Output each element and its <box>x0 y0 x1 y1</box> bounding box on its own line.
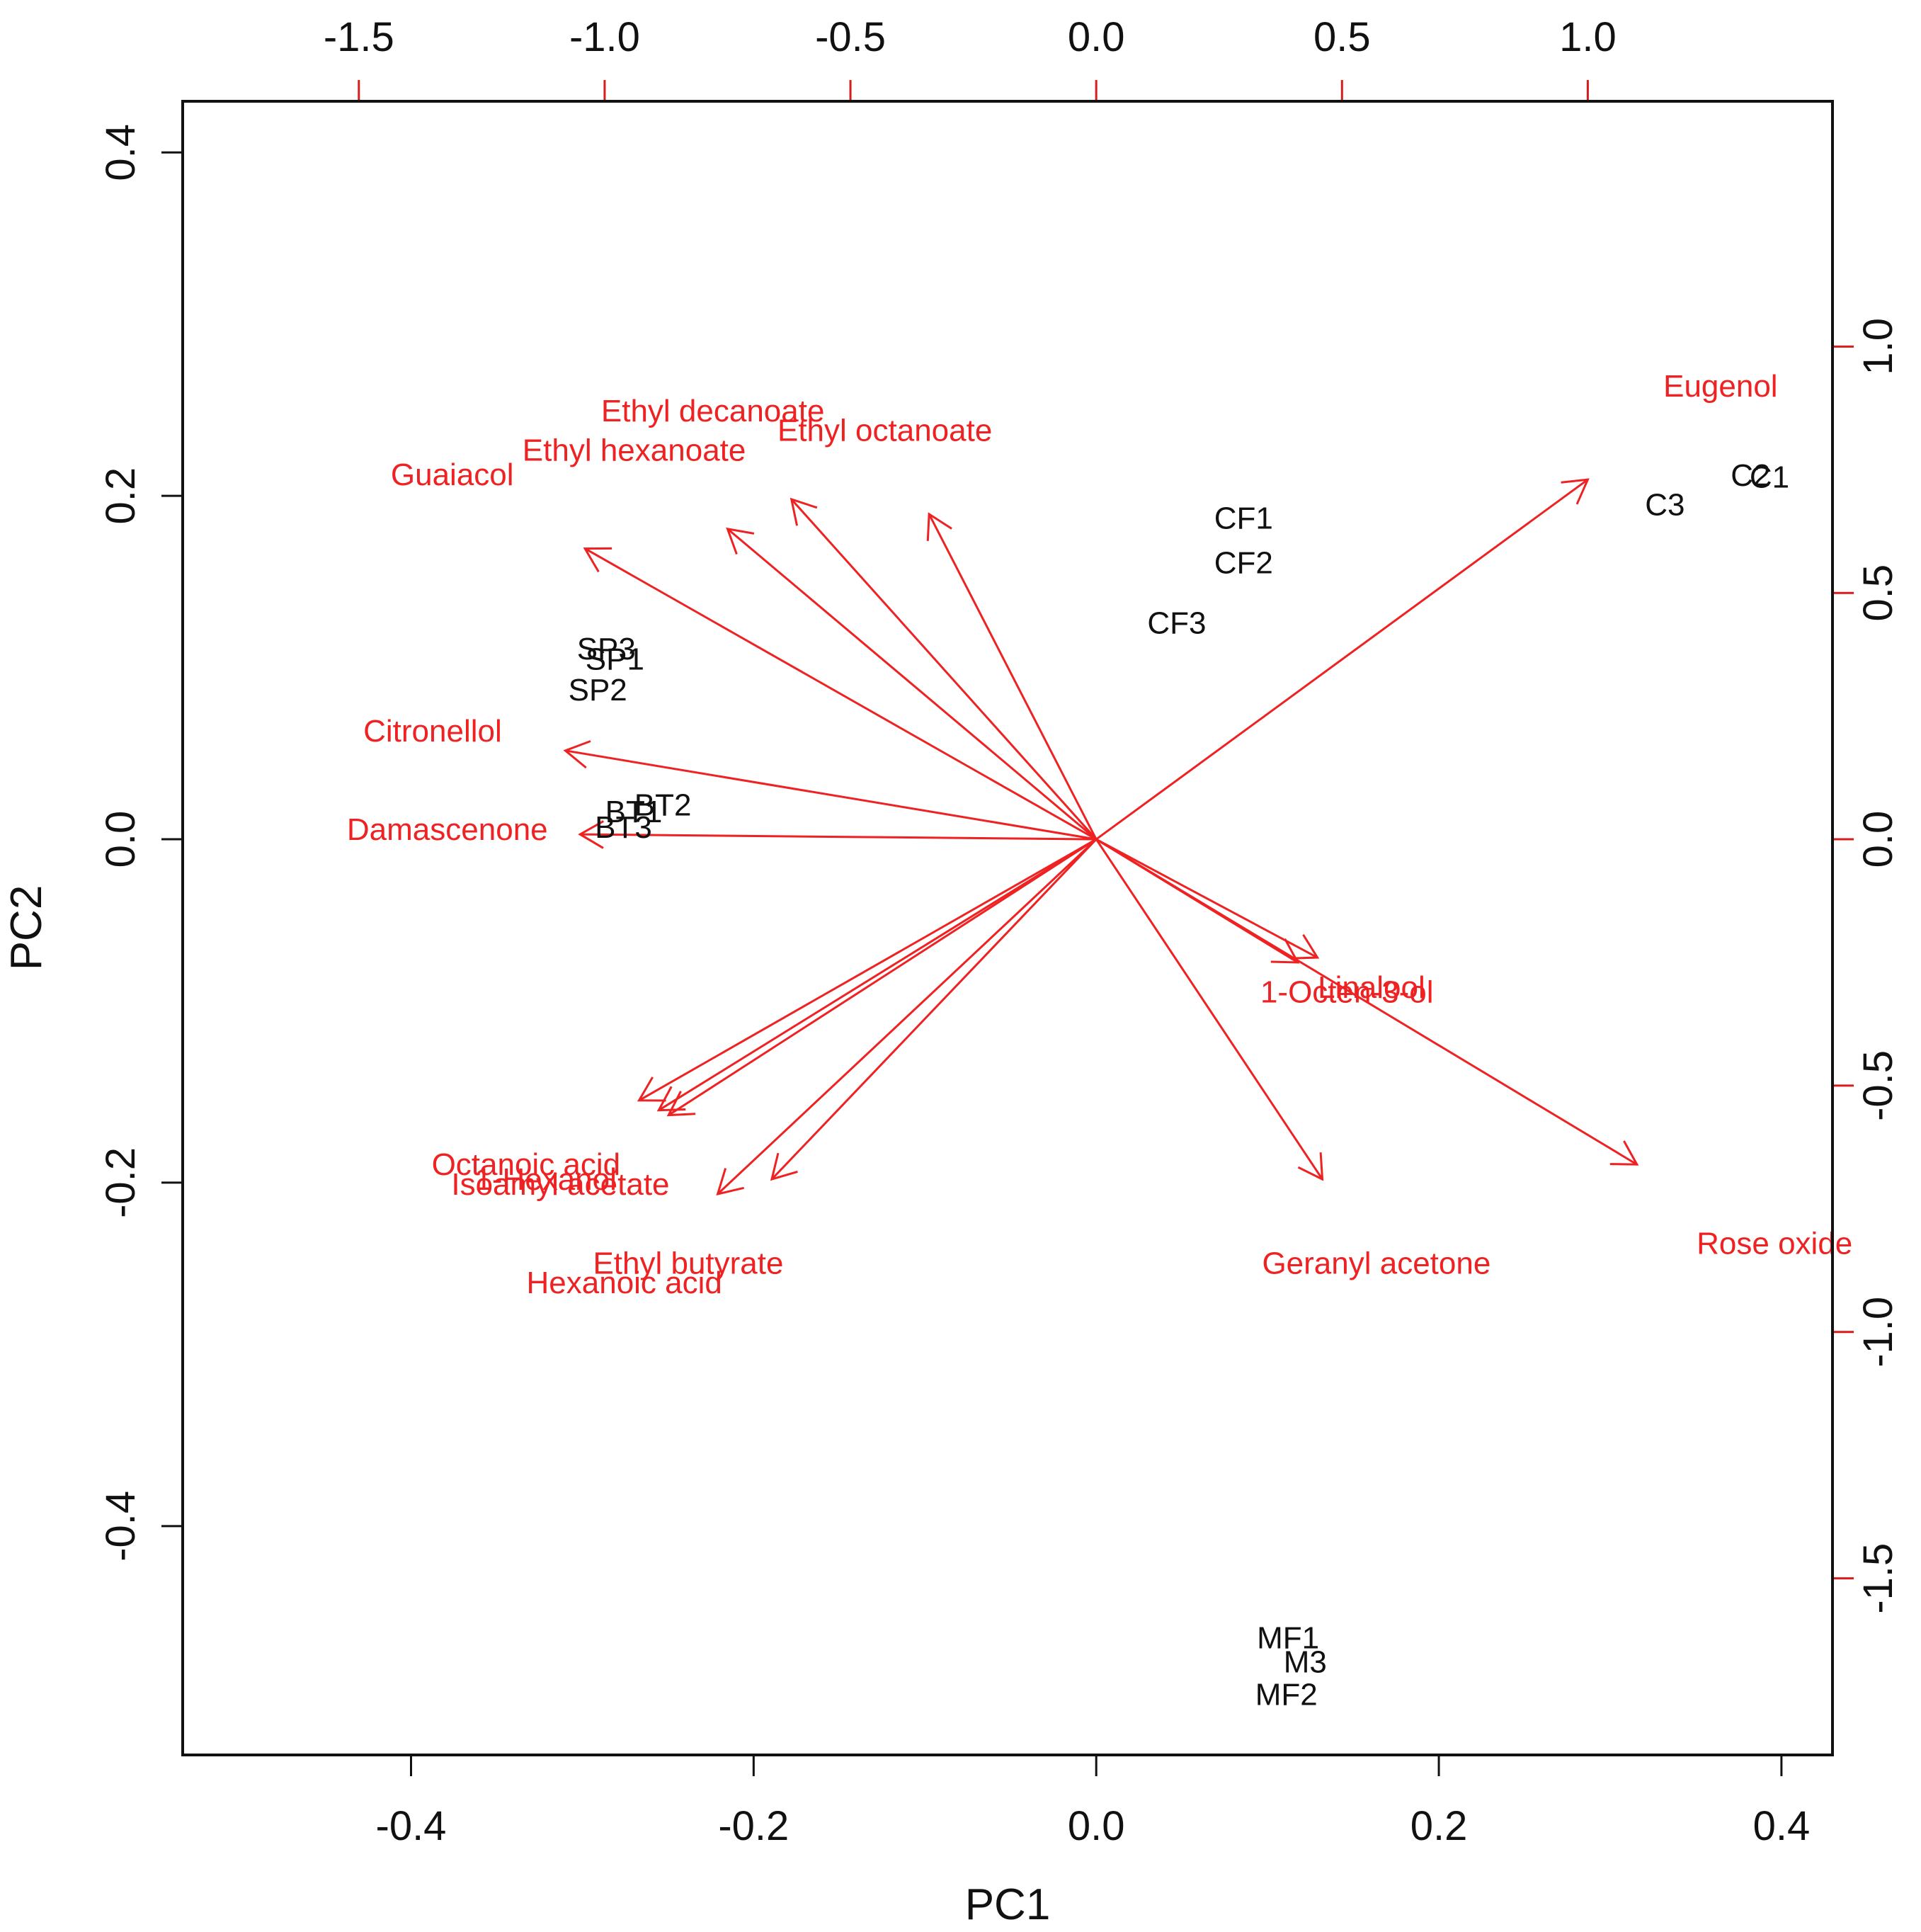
loading-arrow-shaft <box>565 749 1097 841</box>
variable-label: Hexanoic acid <box>527 1266 722 1300</box>
y-tick-label-right: -0.5 <box>1855 1050 1901 1121</box>
observation-label: C2 <box>1731 458 1770 493</box>
x-tick-label-top: 0.0 <box>1068 14 1125 60</box>
observation-label: BT3 <box>595 810 652 845</box>
loading-arrow-shaft <box>717 838 1098 1195</box>
loading-arrow-shaft <box>770 839 1098 1181</box>
loading-arrow-shaft <box>638 838 1097 1102</box>
observation-label: SP1 <box>586 642 644 676</box>
loading-arrow-shaft <box>726 528 1098 841</box>
variable-label: Linalool <box>1318 970 1425 1005</box>
variable-label: Rose oxide <box>1697 1227 1852 1261</box>
observation-label: MF2 <box>1255 1677 1318 1712</box>
observation-label: SP3 <box>577 632 636 666</box>
x-tick-label-top: 0.5 <box>1313 14 1371 60</box>
loading-arrow-shaft <box>790 499 1098 841</box>
loading-arrow-shaft <box>928 513 1098 840</box>
loading-arrow-shaft <box>1095 838 1318 959</box>
loading-arrow-head <box>1297 1152 1324 1181</box>
loading-arrow-shaft <box>1095 478 1589 841</box>
x-tick-label-bottom: 0.2 <box>1410 1803 1468 1849</box>
loading-arrow-head <box>926 512 952 541</box>
loading-arrow-head <box>1290 933 1320 960</box>
y-tick-label-left: -0.2 <box>98 1147 144 1218</box>
loading-arrow-shaft <box>580 833 1097 841</box>
loading-arrow-head <box>770 1152 798 1181</box>
y-tick-label-left: 0.4 <box>98 124 144 181</box>
observation-label: C1 <box>1750 460 1789 494</box>
variable-label: Ethyl butyrate <box>593 1246 783 1280</box>
y-tick-label-left: -0.4 <box>98 1491 144 1562</box>
x-tick-label-top: -1.0 <box>569 14 640 60</box>
loading-arrow-shaft <box>1095 839 1323 1180</box>
loading-arrow-head <box>726 527 755 555</box>
y-axis-title: PC2 <box>2 885 51 971</box>
loading-arrow-head <box>790 497 818 526</box>
variable-label: Guaiacol <box>391 458 514 492</box>
y-tick-label-right: -1.0 <box>1855 1297 1901 1368</box>
loading-arrow-head <box>666 1091 696 1117</box>
y-tick-label-right: 1.0 <box>1855 318 1901 375</box>
x-axis-title: PC1 <box>965 1880 1051 1929</box>
variable-label: Isoamyl acetate <box>451 1167 669 1202</box>
x-tick-label-bottom: 0.0 <box>1068 1803 1125 1849</box>
loading-arrow-shaft <box>658 838 1097 1111</box>
frame-layer: -0.4 -0.2 0.0 0.2 0.4 -0.4 -0.2 0.0 0.2 0.4 -1.5 -1… <box>2 14 1901 1929</box>
variable-label: Eugenol <box>1663 369 1777 404</box>
observation-label: BT2 <box>634 788 692 823</box>
y-tick-label-right: 0.5 <box>1855 564 1901 622</box>
loading-arrow-shaft <box>1095 838 1638 1166</box>
x-tick-label-top: -1.5 <box>324 14 394 60</box>
variable-label: Ethyl octanoate <box>777 414 992 448</box>
loading-arrow-shaft <box>668 838 1097 1116</box>
x-tick-label-bottom: -0.4 <box>376 1803 447 1849</box>
loading-arrow-head <box>563 740 591 769</box>
variable-label: Geranyl acetone <box>1262 1246 1490 1280</box>
variable-label: 1-Hexanol <box>474 1162 617 1197</box>
variable-label: Octanoic acid <box>432 1147 621 1182</box>
loading-arrow-head <box>1561 478 1590 505</box>
loading-arrow-head <box>583 547 612 573</box>
observation-label: CF3 <box>1147 606 1206 641</box>
loading-arrow-head <box>1609 1140 1639 1166</box>
loading-arrow-head <box>578 820 605 849</box>
loading-arrow-head <box>637 1076 666 1102</box>
observation-label: MF1 <box>1257 1620 1319 1655</box>
loading-arrow-head <box>716 1168 744 1196</box>
observation-label: CF2 <box>1214 546 1273 581</box>
observation-label: BT1 <box>605 795 663 829</box>
variable-label: 1-Octen-3-ol <box>1260 975 1434 1010</box>
loading-arrow-shaft <box>584 547 1097 841</box>
variable-label: Citronellol <box>363 714 502 749</box>
variable-label: Ethyl hexanoate <box>523 433 746 467</box>
y-tick-label-right: 0.0 <box>1855 811 1901 868</box>
loading-arrow-head <box>1270 938 1300 964</box>
x-tick-label-top: -0.5 <box>815 14 886 60</box>
observation-label: CF1 <box>1214 501 1273 536</box>
y-tick-label-left: 0.0 <box>98 811 144 868</box>
variable-label: Ethyl decanoate <box>601 394 825 428</box>
y-tick-label-left: 0.2 <box>98 467 144 525</box>
observation-label: M3 <box>1284 1644 1327 1679</box>
x-tick-label-top: 1.0 <box>1559 14 1617 60</box>
y-tick-label-right: -1.5 <box>1855 1543 1901 1614</box>
plot-frame <box>181 100 1834 1756</box>
x-tick-label-bottom: -0.2 <box>718 1803 789 1849</box>
observation-label: C3 <box>1645 487 1685 522</box>
x-tick-label-bottom: 0.4 <box>1753 1803 1811 1849</box>
observation-label: SP2 <box>569 673 627 708</box>
variable-label: Damascenone <box>347 812 548 847</box>
